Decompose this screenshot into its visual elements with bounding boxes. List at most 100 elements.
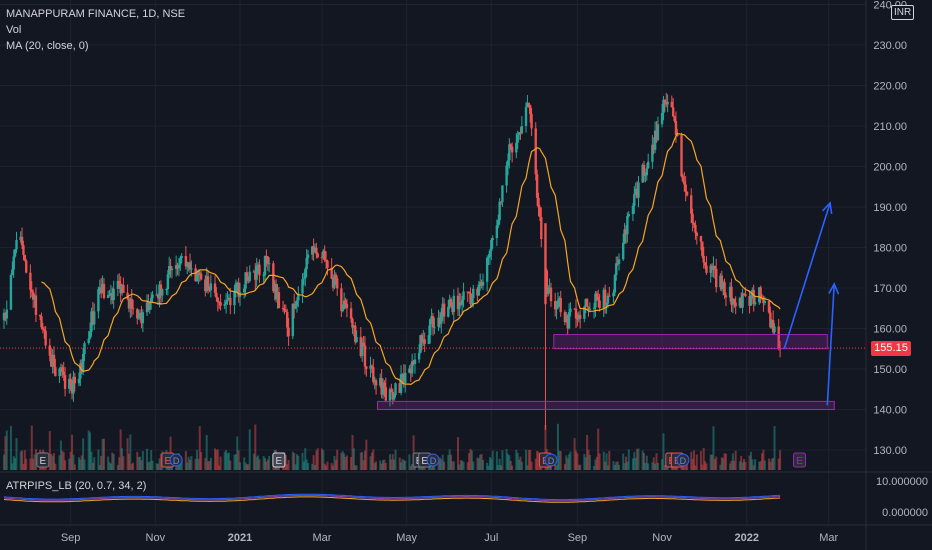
candle-body xyxy=(433,326,436,328)
volume-bar xyxy=(268,455,271,470)
volume-bar xyxy=(409,465,412,470)
candle-body xyxy=(674,121,678,135)
candle-body xyxy=(577,314,580,320)
candle-body xyxy=(159,284,163,296)
candle-body xyxy=(258,264,261,276)
volume-bar xyxy=(50,453,53,470)
candle-body xyxy=(528,105,532,114)
volume-bar xyxy=(109,463,112,470)
volume-bar xyxy=(3,454,5,470)
volume-bar xyxy=(130,464,133,470)
candle-body xyxy=(244,272,247,289)
volume-bar xyxy=(5,430,8,470)
candle-body xyxy=(63,375,67,389)
symbol-title: MANAPPURAM FINANCE, 1D, NSE xyxy=(6,8,186,20)
candle-body xyxy=(136,309,139,319)
candle-body xyxy=(106,295,110,298)
support-zone xyxy=(376,400,835,410)
volume-bar xyxy=(652,457,655,470)
candle-body xyxy=(671,107,675,117)
candle-body xyxy=(20,236,24,246)
candle-body xyxy=(419,335,422,353)
volume-bar xyxy=(763,460,766,470)
candle-body xyxy=(360,342,364,356)
volume-bar xyxy=(644,462,647,470)
volume-bar xyxy=(527,450,530,470)
volume-bar xyxy=(352,448,355,470)
candle-body xyxy=(670,101,673,108)
volume-bar xyxy=(627,449,630,470)
candle-body xyxy=(216,297,220,302)
volume-bar xyxy=(334,459,337,470)
volume-bar xyxy=(733,460,736,470)
candle-body xyxy=(699,236,703,242)
volume-bar xyxy=(247,464,250,470)
candle-body xyxy=(713,266,717,269)
volume-bar xyxy=(312,455,315,470)
candle-body xyxy=(292,303,296,309)
volume-bar xyxy=(694,465,697,470)
candle-body xyxy=(276,292,279,300)
candle-body xyxy=(759,287,762,298)
candle-body xyxy=(331,278,335,288)
candle-body xyxy=(656,124,660,141)
volume-bar xyxy=(587,449,590,470)
volume-bar xyxy=(72,454,75,470)
candle-body xyxy=(412,361,415,364)
volume-bar xyxy=(90,451,93,470)
volume-bar xyxy=(772,457,775,470)
volume-bar xyxy=(71,434,74,470)
candle-body xyxy=(705,265,708,273)
currency-label[interactable]: INR xyxy=(891,5,915,20)
candle-body xyxy=(645,168,649,176)
candle-body xyxy=(417,352,421,360)
candle-body xyxy=(423,339,426,344)
volume-bar xyxy=(345,455,348,470)
candle-body xyxy=(680,135,683,177)
volume-bar xyxy=(127,453,130,470)
candle-body xyxy=(622,242,625,260)
candle-body xyxy=(488,250,492,258)
candle-body xyxy=(281,307,285,309)
candle-body xyxy=(505,165,508,186)
volume-bar xyxy=(529,449,532,470)
marker-letter: E xyxy=(421,456,428,467)
candle-body xyxy=(13,249,17,257)
candle-body xyxy=(323,250,326,261)
candle-body xyxy=(102,283,106,298)
candle-body xyxy=(477,284,481,296)
volume-bar xyxy=(624,456,627,470)
volume-bar xyxy=(383,459,386,470)
volume-bar xyxy=(194,458,197,470)
volume-bar xyxy=(730,460,733,470)
volume-bar xyxy=(722,458,725,470)
candle-body xyxy=(234,283,238,292)
volume-bar xyxy=(158,458,161,470)
candle-body xyxy=(721,282,725,289)
candle-body xyxy=(616,263,619,265)
volume-bar xyxy=(323,463,326,470)
volume-bar xyxy=(388,454,391,470)
candle-body xyxy=(54,367,57,377)
candle-body xyxy=(429,319,432,336)
candle-body xyxy=(420,335,424,343)
volume-bar xyxy=(236,436,239,470)
candle-body xyxy=(597,296,600,301)
candle-body xyxy=(535,174,539,198)
candle-body xyxy=(306,254,310,258)
candle-body xyxy=(724,295,728,298)
candle-body xyxy=(404,372,407,384)
volume-bar xyxy=(108,462,111,470)
volume-bar xyxy=(742,459,745,470)
volume-bar xyxy=(77,457,80,470)
y-tick-label: 160.00 xyxy=(873,324,907,336)
candle-body xyxy=(703,262,707,266)
candle-body xyxy=(646,161,650,169)
candle-body xyxy=(519,132,522,134)
candle-body xyxy=(165,289,168,291)
candle-body xyxy=(491,238,494,241)
candle-body xyxy=(569,308,572,313)
candle-body xyxy=(15,240,18,250)
candle-body xyxy=(460,299,464,305)
